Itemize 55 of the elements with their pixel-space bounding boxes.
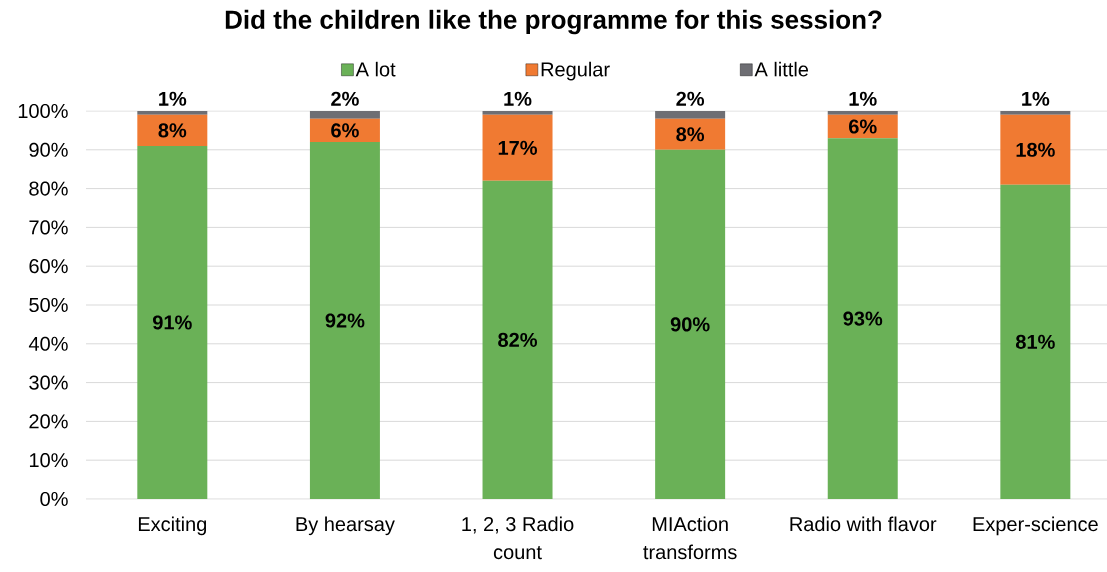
- legend-label: Regular: [541, 61, 610, 81]
- y-tick-label: 90%: [29, 142, 68, 157]
- data-label: 90%: [670, 317, 710, 332]
- data-label: 8%: [676, 127, 705, 142]
- bar: [137, 145, 208, 499]
- bar: [482, 114, 553, 181]
- bar: [137, 114, 208, 146]
- y-tick-label: 30%: [29, 375, 68, 390]
- bar: [1000, 114, 1071, 185]
- x-tick-label: Radio with flavor: [790, 516, 937, 532]
- data-label: 17%: [498, 140, 537, 155]
- data-label: 2%: [331, 91, 359, 106]
- data-label: 81%: [1015, 334, 1055, 349]
- bar: [137, 110, 208, 115]
- data-label: 91%: [152, 315, 192, 330]
- legend-label: A lot: [355, 61, 396, 77]
- bar: [655, 110, 726, 119]
- y-tick-label: 100%: [18, 103, 68, 119]
- data-label: 2%: [676, 91, 705, 106]
- y-tick-label: 80%: [29, 181, 68, 196]
- x-tick-label: MIAction transforms: [643, 516, 737, 560]
- y-tick-label: 70%: [29, 220, 68, 235]
- y-tick-label: 10%: [29, 453, 68, 468]
- data-label: 8%: [158, 123, 187, 138]
- x-tick-label: Exper-science: [973, 516, 1098, 536]
- x-tick-label: Exciting: [138, 516, 207, 536]
- data-label: 93%: [843, 311, 883, 326]
- legend-label: A little: [754, 61, 809, 77]
- data-label: 6%: [849, 119, 877, 134]
- bar: [827, 138, 898, 499]
- data-label: 1%: [159, 91, 187, 106]
- y-tick-label: 40%: [28, 336, 68, 351]
- y-tick-label: 50%: [29, 297, 68, 313]
- data-label: 1%: [1022, 91, 1050, 106]
- chart-title: Did the children like the programme for this session?: [225, 9, 882, 35]
- bar: [309, 110, 380, 119]
- bar: [827, 110, 898, 115]
- y-tick-label: 60%: [29, 259, 68, 274]
- data-label: 18%: [1016, 142, 1055, 157]
- bar: [1000, 110, 1071, 115]
- y-tick-label: 20%: [29, 414, 68, 429]
- data-label: 6%: [331, 123, 359, 138]
- bar: [1000, 184, 1071, 499]
- data-label: 1%: [504, 91, 532, 106]
- data-label: 92%: [325, 313, 365, 328]
- bar: [309, 142, 380, 499]
- bar: [482, 180, 553, 499]
- bar: [482, 110, 553, 115]
- bar: [655, 118, 726, 150]
- x-tick-label: 1, 2, 3 Radio count: [462, 516, 574, 560]
- data-label: 1%: [849, 91, 877, 106]
- bar: [655, 149, 726, 499]
- x-tick-label: By hearsay: [296, 516, 395, 536]
- y-tick-label: 0%: [40, 491, 68, 507]
- data-label: 82%: [498, 332, 537, 347]
